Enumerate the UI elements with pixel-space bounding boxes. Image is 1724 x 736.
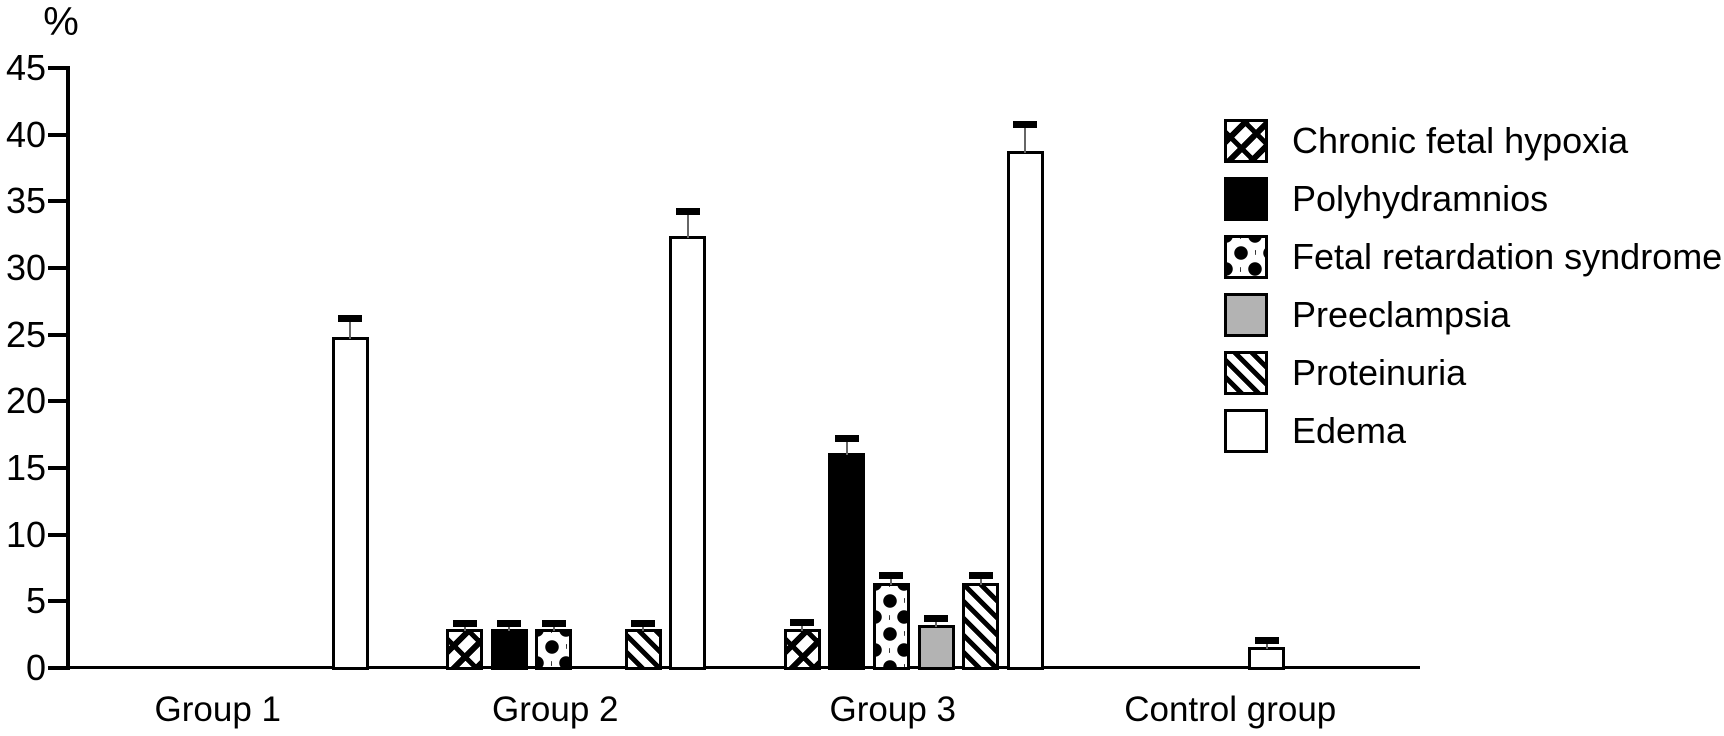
error-bar-line <box>463 626 466 632</box>
legend-label: Fetal retardation syndrome <box>1292 236 1723 277</box>
legend-item: Fetal retardation syndrome <box>1224 228 1722 286</box>
error-bar-cap <box>834 434 859 442</box>
legend-swatch-diagonal-lines <box>1224 351 1268 395</box>
y-axis-unit-label: % <box>43 0 79 44</box>
y-tick-mark <box>48 199 70 204</box>
bar-black-dots <box>535 629 573 670</box>
y-tick-label: 40 <box>5 113 46 155</box>
legend-item: Preeclampsia <box>1224 286 1722 344</box>
legend-label: Proteinuria <box>1292 352 1467 393</box>
legend-swatch-solid-black <box>1224 177 1268 221</box>
error-bar-cap <box>879 572 904 579</box>
error-bar-line <box>508 626 511 632</box>
error-bar-line <box>935 621 938 628</box>
error-bar-line <box>1024 127 1027 153</box>
y-tick-mark <box>48 399 70 404</box>
bar-white <box>1006 150 1044 670</box>
error-bar-line <box>801 624 804 632</box>
error-bar-line <box>845 440 848 456</box>
x-category-label: Control group <box>1124 690 1337 729</box>
y-tick-mark <box>48 466 70 470</box>
y-tick-label: 20 <box>5 380 46 422</box>
bar-solid-gray <box>917 625 955 670</box>
error-bar-cap <box>1013 121 1038 129</box>
error-bar-line <box>686 214 689 238</box>
y-tick-label: 25 <box>5 313 46 355</box>
y-tick-mark <box>48 532 70 537</box>
legend: Chronic fetal hypoxia Polyhydramnios Fetal… <box>1224 112 1722 460</box>
error-bar-cap <box>924 615 949 623</box>
bar-solid-black <box>490 629 528 670</box>
error-bar-line <box>642 626 645 632</box>
y-tick-mark <box>48 332 70 337</box>
error-bar-cap <box>631 620 656 627</box>
x-category-label: Group 1 <box>154 690 281 729</box>
error-bar-line <box>979 578 982 585</box>
legend-swatch-white <box>1224 409 1268 453</box>
error-bar-cap <box>1254 636 1279 644</box>
bar-diagonal-lines <box>962 582 1000 670</box>
legend-swatch-black-dots <box>1224 235 1268 279</box>
error-bar-line <box>890 578 893 585</box>
error-bar-cap <box>497 620 522 627</box>
y-tick-mark <box>48 266 70 270</box>
legend-item: Polyhydramnios <box>1224 170 1722 228</box>
bar-white <box>331 337 369 670</box>
legend-label: Edema <box>1292 410 1407 451</box>
error-bar-cap <box>452 620 477 627</box>
bar-diagonal-brick <box>783 629 821 670</box>
y-axis-line <box>66 66 70 670</box>
y-tick-mark <box>48 666 70 670</box>
error-bar-cap <box>541 620 566 627</box>
y-tick-label: 15 <box>5 447 46 488</box>
y-tick-label: 0 <box>25 647 46 688</box>
y-tick-label: 5 <box>25 580 46 622</box>
y-tick-label: 35 <box>5 180 46 222</box>
legend-swatch-solid-gray <box>1224 293 1268 337</box>
error-bar-cap <box>675 208 700 215</box>
bar-white <box>669 236 707 670</box>
y-tick-label: 30 <box>5 247 46 288</box>
legend-label: Polyhydramnios <box>1292 178 1549 219</box>
y-tick-mark <box>48 66 70 70</box>
legend-item: Chronic fetal hypoxia <box>1224 112 1722 170</box>
bar-diagonal-lines <box>624 629 662 670</box>
legend-label: Preeclampsia <box>1292 294 1511 335</box>
y-tick-mark <box>48 132 70 137</box>
error-bar-line <box>1265 642 1268 649</box>
bar-solid-black <box>828 453 866 670</box>
bar-diagonal-brick <box>446 629 484 670</box>
legend-swatch-diagonal-brick <box>1224 119 1268 163</box>
legend-label: Chronic fetal hypoxia <box>1292 120 1629 161</box>
error-bar-cap <box>968 572 993 579</box>
y-tick-label: 10 <box>5 513 46 555</box>
legend-item: Edema <box>1224 402 1722 460</box>
error-bar-line <box>552 626 555 632</box>
x-category-label: Group 2 <box>492 690 619 729</box>
x-category-label: Group 3 <box>829 690 956 729</box>
x-axis-line <box>66 666 1420 669</box>
y-tick-label: 45 <box>5 47 46 88</box>
error-bar-line <box>349 320 352 340</box>
bar-white <box>1248 646 1286 670</box>
legend-item: Proteinuria <box>1224 344 1722 402</box>
bar-black-dots <box>872 582 910 670</box>
error-bar-cap <box>338 314 363 322</box>
y-tick-mark <box>48 599 70 604</box>
error-bar-cap <box>790 618 815 626</box>
